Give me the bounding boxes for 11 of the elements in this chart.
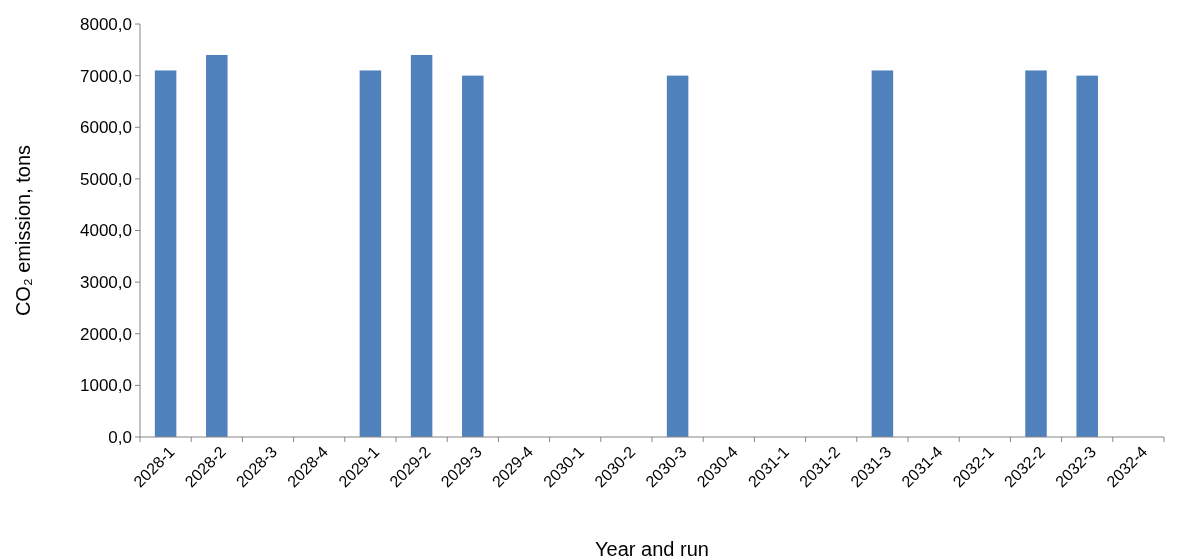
y-tick-label: 3000,0 [80, 273, 132, 293]
y-tick-label: 7000,0 [80, 66, 132, 86]
y-tick-label: 0,0 [108, 427, 132, 447]
y-tick-label: 1000,0 [80, 376, 132, 396]
y-tick-label: 6000,0 [80, 118, 132, 138]
y-tick-label: 4000,0 [80, 221, 132, 241]
y-tick-label: 2000,0 [80, 324, 132, 344]
y-tick-label: 5000,0 [80, 169, 132, 189]
y-axis-title: CO₂ emission, tons [12, 144, 34, 317]
y-tick-label: 8000,0 [80, 14, 132, 34]
x-axis-title: Year and run [595, 538, 709, 560]
